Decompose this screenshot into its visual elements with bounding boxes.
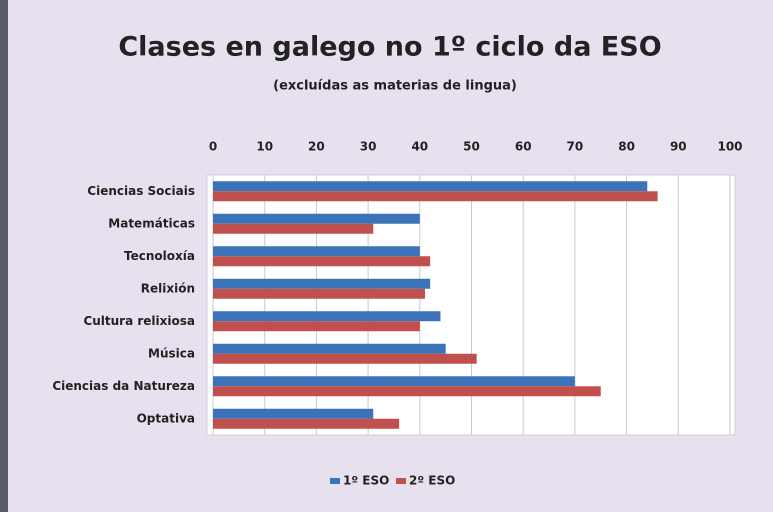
chart-title: Clases en galego no 1º ciclo da ESO xyxy=(118,32,661,63)
x-tick-label: 20 xyxy=(308,140,325,154)
y-tick-label: Relixión xyxy=(141,281,195,295)
x-tick-label: 10 xyxy=(256,140,273,154)
y-tick-label: Ciencias Sociais xyxy=(87,184,195,198)
bar xyxy=(213,376,575,387)
x-tick-label: 90 xyxy=(670,140,687,154)
bar xyxy=(213,181,648,192)
left-border xyxy=(0,0,8,512)
bar xyxy=(213,386,601,397)
bar xyxy=(213,418,400,429)
legend-label: 2º ESO xyxy=(409,474,455,488)
legend-swatch xyxy=(330,478,340,484)
x-tick-label: 50 xyxy=(463,140,480,154)
x-tick-label: 30 xyxy=(360,140,377,154)
bar xyxy=(213,343,446,354)
legend-label: 1º ESO xyxy=(343,474,389,488)
x-tick-label: 70 xyxy=(567,140,584,154)
x-tick-label: 60 xyxy=(515,140,532,154)
bar xyxy=(213,278,431,289)
bar xyxy=(213,223,374,234)
x-tick-label: 0 xyxy=(209,140,217,154)
bar xyxy=(213,311,441,322)
y-tick-label: Ciencias da Natureza xyxy=(52,379,195,393)
y-tick-label: Cultura relixiosa xyxy=(83,314,195,328)
bar xyxy=(213,288,425,299)
bar xyxy=(213,321,420,332)
y-tick-label: Matemáticas xyxy=(108,216,195,230)
bar xyxy=(213,213,420,224)
x-tick-label: 100 xyxy=(717,140,742,154)
legend-swatch xyxy=(396,478,406,484)
y-tick-label: Música xyxy=(148,346,195,360)
x-tick-label: 40 xyxy=(411,140,428,154)
chart-subtitle: (excluídas as materias de lingua) xyxy=(273,79,517,94)
bar xyxy=(213,246,420,257)
bar xyxy=(213,353,477,364)
bar xyxy=(213,256,431,267)
bar xyxy=(213,408,374,419)
y-tick-label: Tecnoloxía xyxy=(124,249,195,263)
x-tick-label: 80 xyxy=(618,140,635,154)
bar xyxy=(213,191,658,202)
y-tick-label: Optativa xyxy=(137,411,195,425)
